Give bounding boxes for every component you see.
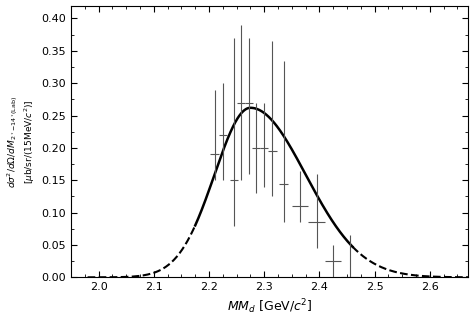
X-axis label: $MM_d$ [GeV/$c^2$]: $MM_d$ [GeV/$c^2$] — [227, 298, 312, 317]
Y-axis label: $d\sigma^2/d\Omega/dM_{2^\circ\!-\!14^\circ\!(\mathrm{Lab})}$
[$\mu$b/sr/(15MeV/: $d\sigma^2/d\Omega/dM_{2^\circ\!-\!14^\c… — [6, 95, 37, 187]
